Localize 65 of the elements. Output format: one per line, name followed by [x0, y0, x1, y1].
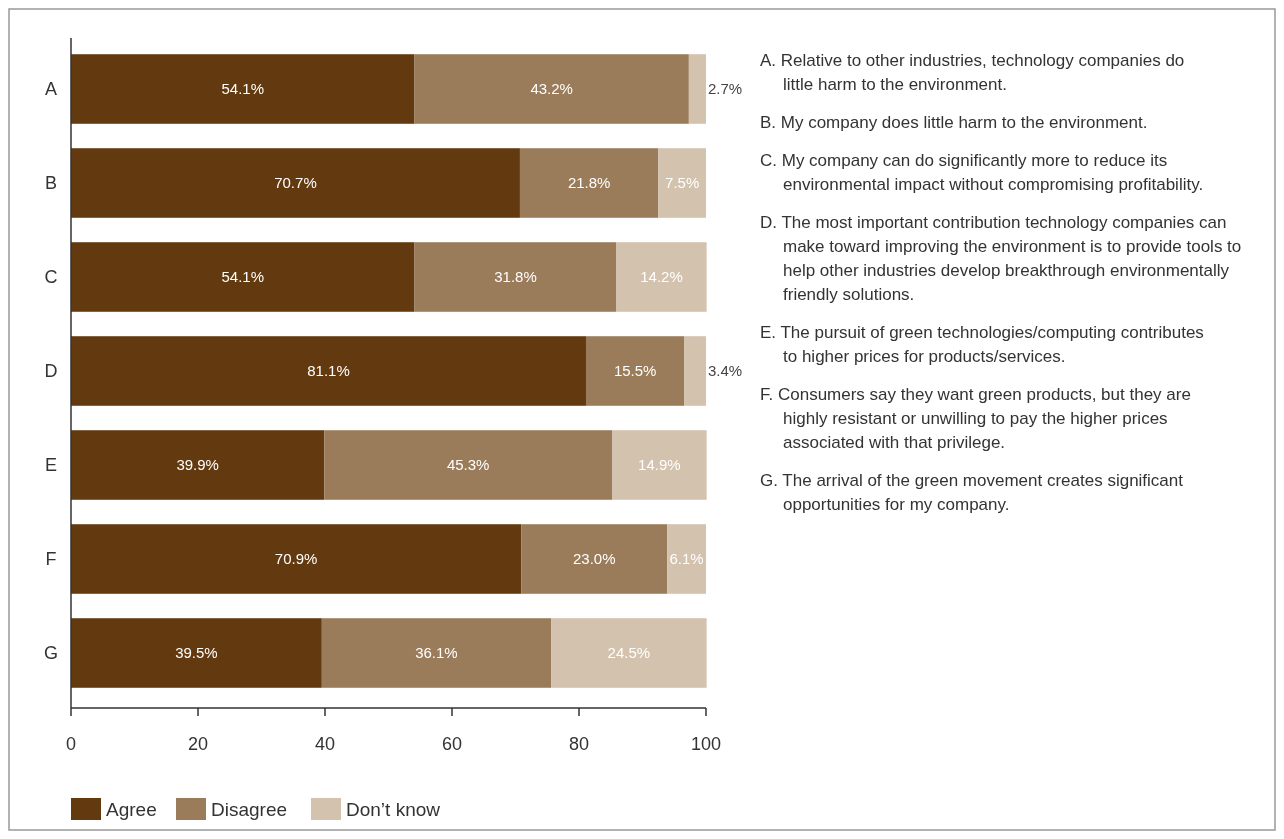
y-tick-label: C	[44, 267, 58, 288]
bar	[71, 430, 325, 500]
legend-label: Agree	[106, 798, 157, 820]
bar	[688, 54, 706, 124]
data-label: 2.7%	[708, 80, 743, 98]
y-tick-label: B	[44, 173, 58, 194]
bar	[321, 618, 552, 688]
text: A. Relative to other industries, technology companies do little harm to the environment.	[760, 51, 1185, 94]
text: D. The most important contribution technology companies can make toward improving the environment is to provide tools to help other industries develop breakthrough environmentally friendly solutions.	[760, 213, 1242, 304]
data-label: 81.1%	[307, 362, 350, 380]
bar	[71, 54, 415, 124]
text: G. The arrival of the green movement creates significant opportunities for my company.	[760, 471, 1184, 514]
x-tick-label: 100	[690, 734, 722, 754]
data-label: 24.5%	[607, 644, 651, 662]
x-tick-label: 40	[314, 734, 336, 754]
y-tick-label: A	[44, 79, 58, 100]
data-label: 54.1%	[221, 268, 265, 286]
y-tick-label: D	[44, 361, 58, 382]
legend-label: Disagree	[211, 798, 288, 820]
text: C. My company can do significantly more to reduce its environmental impact without compromising profitability.	[760, 151, 1204, 194]
bar	[71, 336, 586, 406]
bar	[667, 524, 706, 594]
bar	[71, 524, 522, 594]
data-label: 39.5%	[175, 644, 218, 662]
bar	[324, 430, 613, 500]
bar	[71, 618, 322, 688]
x-tick-label: 80	[568, 734, 590, 754]
bar	[616, 242, 707, 312]
data-label: 70.9%	[274, 550, 318, 568]
x-tick-label: 20	[187, 734, 209, 754]
x-tick-label: 60	[441, 734, 463, 754]
data-label: 39.9%	[176, 456, 219, 474]
y-tick-label: F	[45, 549, 57, 570]
text: F. Consumers say they want green products, but they are highly resistant or unwilling to pay the higher prices associated with that privilege.	[760, 385, 1191, 452]
data-label: 45.3%	[446, 456, 490, 474]
data-label: 54.1%	[221, 80, 265, 98]
data-label: 31.8%	[494, 268, 537, 286]
data-label: 43.2%	[530, 80, 573, 98]
bar	[551, 618, 707, 688]
data-label: 7.5%	[665, 174, 700, 192]
bar	[414, 54, 689, 124]
data-label: 3.4%	[708, 362, 743, 380]
y-tick-label: G	[43, 643, 59, 664]
data-label: 14.2%	[640, 268, 683, 286]
data-label: 23.0%	[572, 550, 616, 568]
bar	[585, 336, 685, 406]
data-label: 15.5%	[613, 362, 657, 380]
bar	[414, 242, 617, 312]
data-label: 6.1%	[669, 550, 704, 568]
x-tick-label: 0	[65, 734, 77, 754]
data-label: 70.7%	[274, 174, 317, 192]
bar	[71, 148, 520, 218]
bar	[521, 524, 668, 594]
bar	[519, 148, 659, 218]
y-tick-label: E	[44, 455, 58, 476]
bar	[684, 336, 706, 406]
text: B. My company does little harm to the environment.	[760, 113, 1148, 132]
data-label: 36.1%	[415, 644, 458, 662]
bar	[658, 148, 706, 218]
bar	[71, 242, 415, 312]
data-label: 21.8%	[567, 174, 611, 192]
data-label: 14.9%	[638, 456, 681, 474]
bar	[612, 430, 707, 500]
legend-label: Don’t know	[346, 798, 441, 820]
text: E. The pursuit of green technologies/computing contributes to higher prices for products/services.	[760, 323, 1204, 366]
